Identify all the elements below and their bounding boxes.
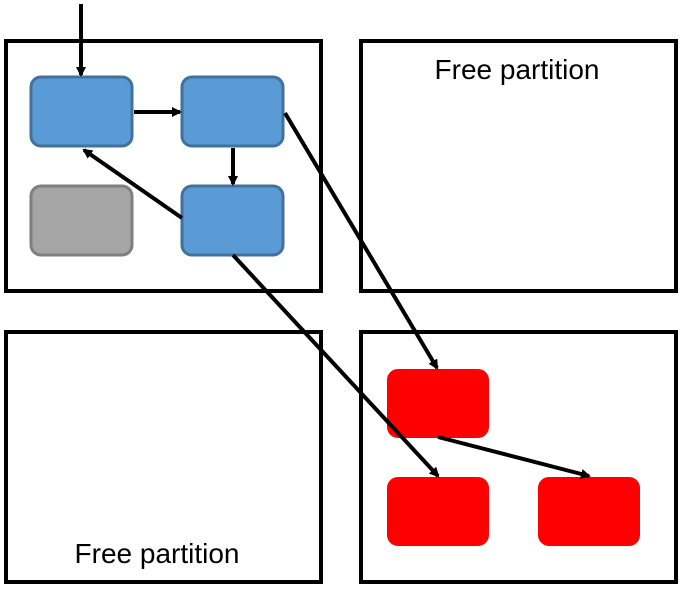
node-a bbox=[29, 75, 134, 148]
node-e bbox=[387, 369, 489, 438]
node-d bbox=[180, 184, 285, 257]
partition-bottom-right bbox=[359, 330, 678, 584]
node-b bbox=[180, 75, 285, 148]
partition-label-top-right: Free partition bbox=[435, 54, 600, 85]
node-c bbox=[29, 184, 134, 257]
node-g bbox=[538, 477, 640, 546]
partition-label-bottom-left: Free partition bbox=[75, 538, 240, 569]
partition-top-right bbox=[359, 39, 678, 293]
edge-d-to-f bbox=[231, 253, 440, 478]
edge-b-to-e bbox=[283, 111, 439, 370]
partition-bottom-left bbox=[4, 330, 323, 584]
partition-top-left bbox=[4, 39, 323, 293]
node-f bbox=[387, 477, 489, 546]
edge-d-to-a bbox=[82, 148, 184, 220]
edge-e-to-g bbox=[437, 435, 591, 479]
